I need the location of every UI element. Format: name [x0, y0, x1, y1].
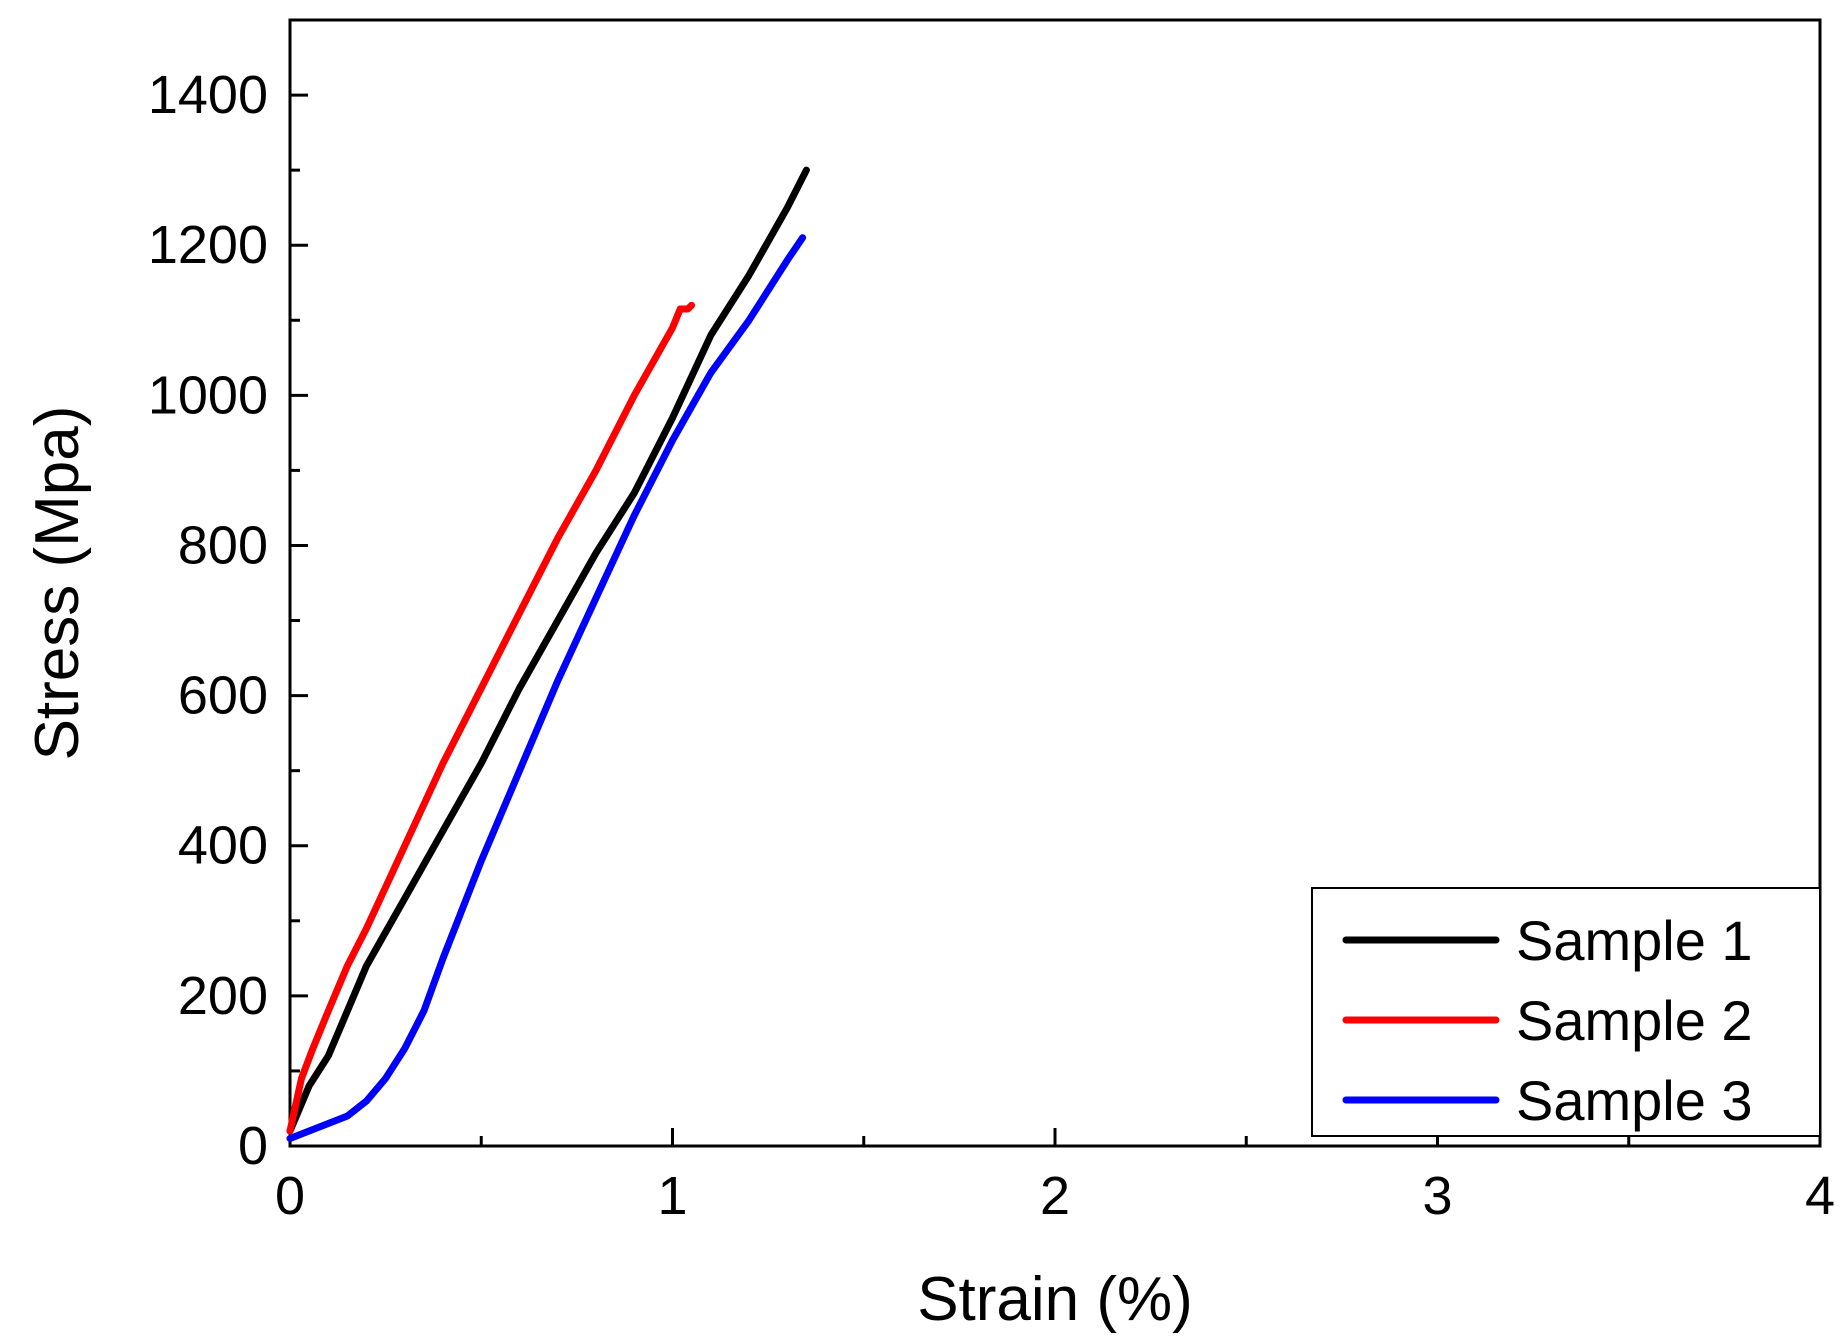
x-tick-label: 2	[1040, 1166, 1070, 1226]
y-tick-label: 200	[178, 966, 268, 1026]
series-line-3	[286, 234, 807, 1142]
legend-box	[1311, 887, 1821, 1137]
series-line-2	[286, 301, 696, 1135]
series-line-1	[286, 166, 810, 1135]
y-tick-label: 0	[238, 1116, 268, 1176]
y-tick-label: 1400	[148, 65, 268, 125]
x-axis-title: Strain (%)	[917, 1265, 1193, 1334]
y-tick-label: 400	[178, 816, 268, 876]
x-tick-label: 0	[275, 1166, 305, 1226]
x-tick-label: 3	[1422, 1166, 1452, 1226]
y-tick-label: 1200	[148, 215, 268, 275]
x-tick-label: 1	[657, 1166, 687, 1226]
legend-label-2: Sample 2	[1516, 989, 1753, 1052]
y-tick-label: 600	[178, 666, 268, 726]
y-tick-label: 1000	[148, 365, 268, 425]
legend-label-3: Sample 3	[1516, 1069, 1753, 1132]
legend-label-1: Sample 1	[1516, 909, 1753, 972]
y-axis-title: Stress (Mpa)	[23, 406, 92, 761]
y-tick-label: 800	[178, 515, 268, 575]
x-tick-label: 4	[1805, 1166, 1835, 1226]
